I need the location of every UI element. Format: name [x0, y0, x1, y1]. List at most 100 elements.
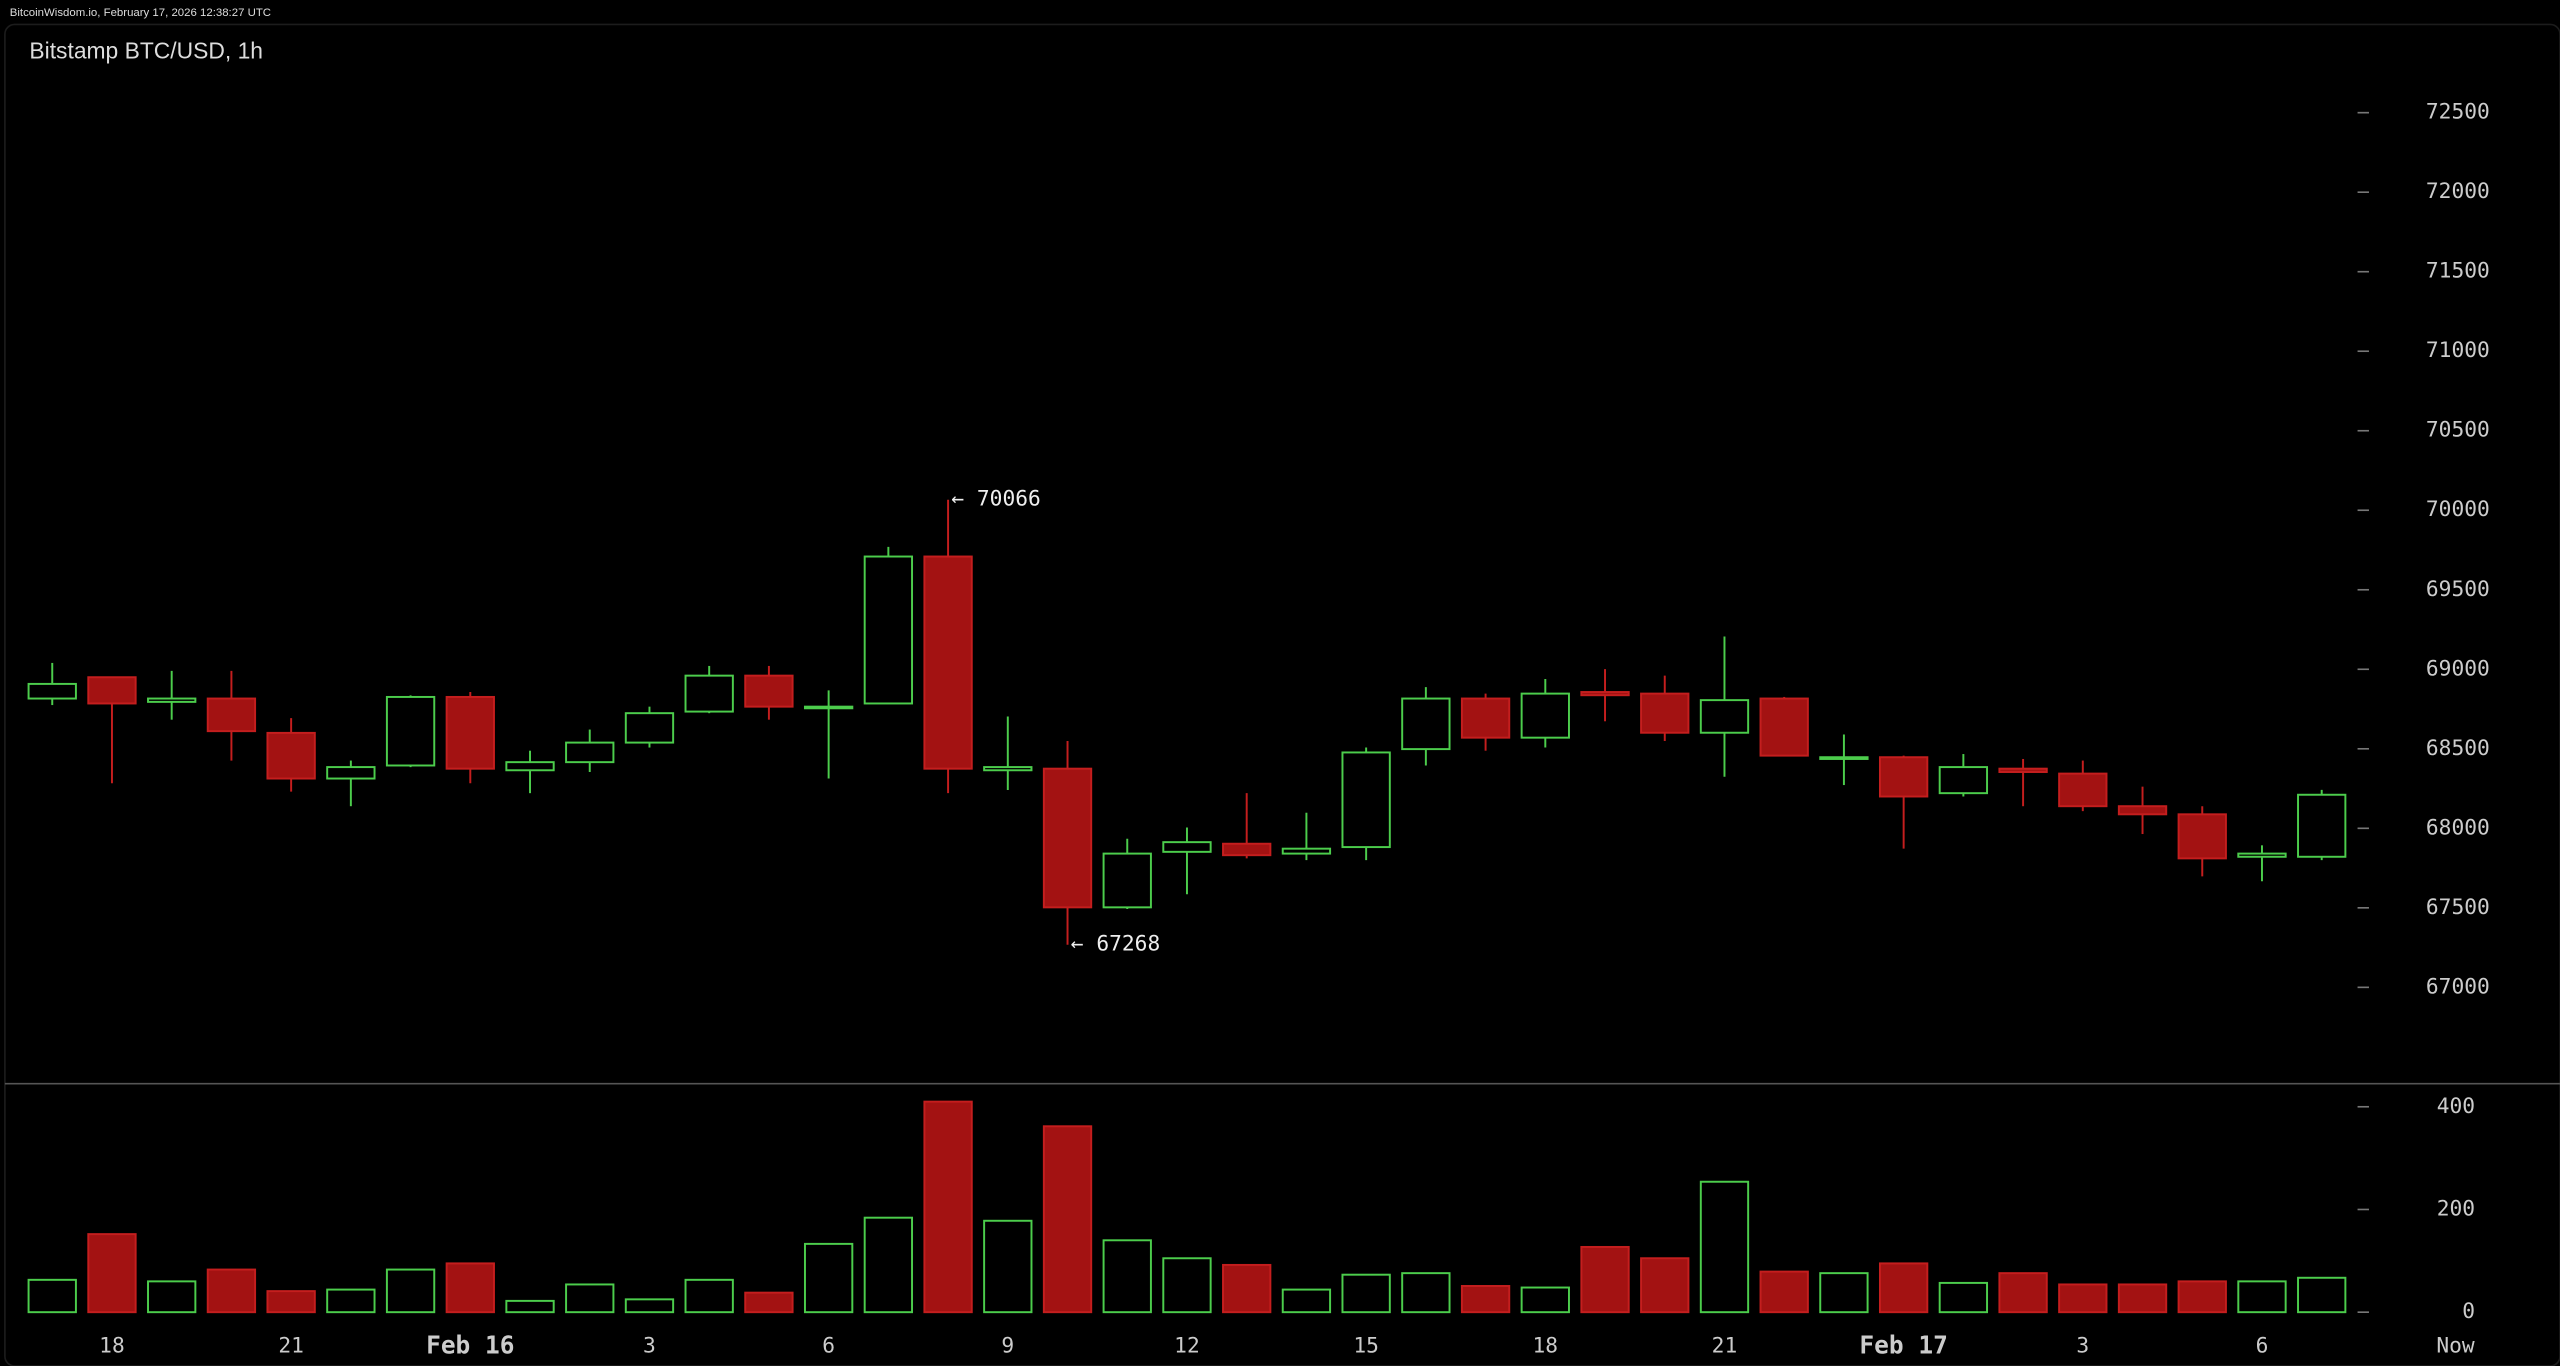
candle-body — [744, 674, 794, 708]
annotation: ← 70066 — [951, 487, 1040, 512]
volume-bar — [1401, 1272, 1451, 1314]
x-tick-label: 15 — [1353, 1333, 1379, 1358]
volume-bar — [1042, 1125, 1093, 1314]
x-tick-label: 21 — [278, 1333, 304, 1358]
y-tick-label: 72500 — [2426, 100, 2490, 125]
candle-body — [27, 682, 77, 700]
chart-title: Bitstamp BTC/USD, 1h — [29, 37, 263, 63]
candle-body — [1341, 751, 1391, 849]
header: BitcoinWisdom.io, February 17, 2026 12:3… — [10, 7, 271, 19]
y-tick-label: 72000 — [2426, 179, 2490, 204]
volume-bar — [445, 1262, 495, 1314]
volume-bar — [1341, 1273, 1391, 1314]
volume-bar — [147, 1280, 197, 1314]
volume-bar — [385, 1268, 436, 1314]
candle-body — [1520, 692, 1570, 739]
candle-body — [1042, 767, 1093, 909]
volume-bar — [206, 1268, 257, 1314]
y-tick-label: 68500 — [2426, 736, 2490, 761]
volume-bar — [923, 1100, 973, 1314]
candle-body — [1640, 692, 1690, 734]
candle-body — [565, 741, 615, 764]
candle-body — [266, 731, 316, 780]
x-tick-label: 3 — [2076, 1333, 2089, 1358]
volume-bar — [2177, 1280, 2227, 1314]
y-tick-label: 70500 — [2426, 418, 2490, 443]
candle-body — [1938, 766, 1989, 795]
candle-body — [1759, 697, 1809, 757]
candle-body — [87, 676, 137, 705]
candle-body — [923, 555, 973, 770]
y-tick-label: 70000 — [2426, 497, 2490, 522]
volume-bar — [1759, 1270, 1809, 1314]
volume-bar — [1281, 1288, 1332, 1314]
x-tick-label: 9 — [1001, 1333, 1014, 1358]
x-tick-label: Feb 17 — [1859, 1330, 1947, 1359]
x-tick-label: 6 — [2256, 1333, 2269, 1358]
volume-bar — [1640, 1257, 1690, 1314]
y-tick-label: 69500 — [2426, 577, 2490, 602]
candle-body — [624, 712, 675, 744]
candle-body — [1878, 756, 1929, 798]
candle-body — [863, 555, 914, 705]
candle-body — [1460, 697, 1511, 739]
volume-bar — [1222, 1263, 1272, 1314]
candle-body — [1819, 756, 1869, 760]
volume-bar — [565, 1283, 615, 1314]
candle-body — [505, 761, 555, 772]
candle-body — [2177, 813, 2227, 860]
volume-y-tick-label: 400 — [2437, 1094, 2475, 1119]
x-tick-label: 6 — [822, 1333, 835, 1358]
volume-bar — [803, 1242, 854, 1314]
candle-body — [1222, 842, 1272, 857]
volume-bar — [684, 1278, 734, 1314]
y-tick-label: 69000 — [2426, 656, 2490, 681]
volume-bar — [624, 1298, 675, 1314]
volume-bar — [505, 1299, 555, 1314]
volume-bar — [2058, 1283, 2108, 1314]
candle-body — [2058, 772, 2108, 808]
y-tick-label: 71500 — [2426, 259, 2490, 284]
y-tick-label: 67500 — [2426, 895, 2490, 920]
y-tick-label: 68000 — [2426, 815, 2490, 840]
candle-body — [445, 695, 495, 770]
volume-bar — [1102, 1239, 1152, 1314]
x-tick-label: 18 — [1533, 1333, 1559, 1358]
volume-bar — [1998, 1272, 2048, 1314]
candle-body — [1281, 847, 1332, 855]
volume-bar — [2237, 1280, 2287, 1314]
volume-bar — [863, 1216, 914, 1314]
volume-bar — [1878, 1262, 1929, 1314]
y-tick-label: 71000 — [2426, 338, 2490, 363]
candle-body — [385, 695, 436, 767]
volume-bar — [266, 1290, 316, 1314]
candle-body — [1162, 841, 1212, 853]
candle-body — [803, 705, 854, 710]
candle-body — [1102, 852, 1152, 909]
candle-body — [1401, 697, 1451, 751]
candle-body — [2237, 852, 2287, 858]
volume-bar — [326, 1288, 376, 1314]
y-tick-label: 67000 — [2426, 974, 2490, 999]
candle-body — [1699, 699, 1750, 734]
candle-body — [2117, 805, 2168, 816]
x-tick-label: 12 — [1174, 1333, 1200, 1358]
volume-bar — [1699, 1180, 1750, 1314]
candle-body — [206, 697, 257, 733]
volume-bar — [744, 1291, 794, 1314]
x-tick-label: 21 — [1712, 1333, 1738, 1358]
annotation: ← 67268 — [1071, 932, 1160, 957]
volume-bar — [1460, 1285, 1511, 1314]
volume-bar — [87, 1233, 137, 1314]
candle-body — [983, 766, 1033, 772]
candle-body — [147, 697, 197, 703]
volume-bar — [1819, 1272, 1869, 1314]
candle-body — [326, 766, 376, 780]
volume-bar — [1580, 1245, 1630, 1314]
volume-bar — [1520, 1286, 1570, 1314]
candle-body — [1580, 691, 1630, 697]
candle-body — [684, 674, 734, 713]
volume-bar — [1162, 1257, 1212, 1314]
now-label: Now — [2436, 1333, 2475, 1358]
